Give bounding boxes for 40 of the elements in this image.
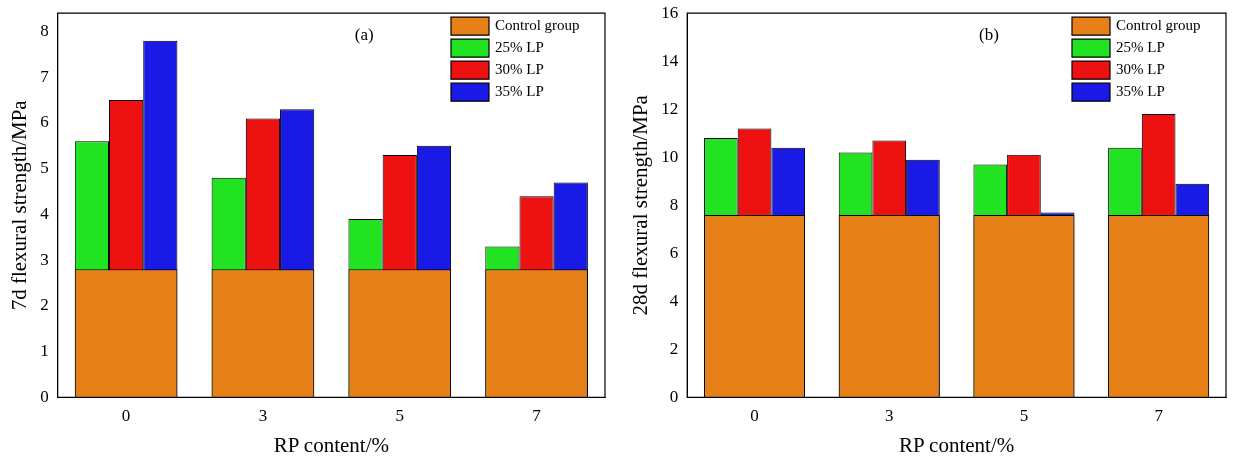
x-axis-title: RP content/% — [898, 432, 1015, 457]
y-tick-label: 0 — [669, 386, 679, 406]
y-tick-label: 2 — [40, 295, 49, 315]
y-tick-label: 8 — [669, 194, 679, 214]
legend-label: Control group — [495, 17, 580, 34]
x-tick-label: 7 — [532, 406, 542, 426]
y-tick-label: 6 — [669, 242, 679, 262]
legend-label: 30% LP — [495, 61, 544, 78]
y-tick-label: 7 — [40, 66, 50, 86]
legend-label: 35% LP — [1116, 83, 1165, 100]
legend-label: 30% LP — [1116, 61, 1165, 78]
y-tick-label: 1 — [40, 341, 49, 361]
y-tick-label: 5 — [40, 158, 49, 178]
y-axis-title: 28d flexural strength/MPa — [628, 94, 653, 316]
y-tick-label: 8 — [40, 20, 49, 40]
legend-label: 35% LP — [495, 83, 544, 100]
y-tick-label: 16 — [661, 2, 679, 22]
y-tick-label: 14 — [661, 50, 679, 70]
x-tick-label: 3 — [885, 406, 894, 426]
x-tick-label: 5 — [395, 406, 405, 426]
legend-label: 25% LP — [1116, 39, 1165, 56]
y-tick-label: 6 — [40, 112, 49, 132]
x-tick-label: 5 — [1019, 406, 1029, 426]
x-tick-label: 0 — [750, 406, 759, 426]
annotation: (a) — [354, 24, 374, 44]
annotation: (b) — [979, 24, 999, 44]
y-tick-label: 12 — [661, 98, 679, 118]
x-axis-title: RP content/% — [273, 432, 389, 457]
x-tick-label: 3 — [258, 406, 268, 426]
x-tick-label: 7 — [1154, 406, 1164, 426]
y-tick-label: 10 — [661, 146, 679, 166]
legend-label: 25% LP — [495, 39, 544, 56]
x-tick-label: 0 — [121, 406, 131, 426]
y-tick-label: 4 — [40, 203, 50, 223]
y-axis-title: 7d flexural strength/MPa — [7, 99, 32, 311]
y-tick-label: 4 — [669, 290, 679, 310]
y-tick-label: 3 — [40, 249, 49, 269]
legend-label: Control group — [1116, 17, 1201, 34]
y-tick-label: 2 — [669, 338, 679, 358]
y-tick-label: 0 — [40, 386, 49, 406]
